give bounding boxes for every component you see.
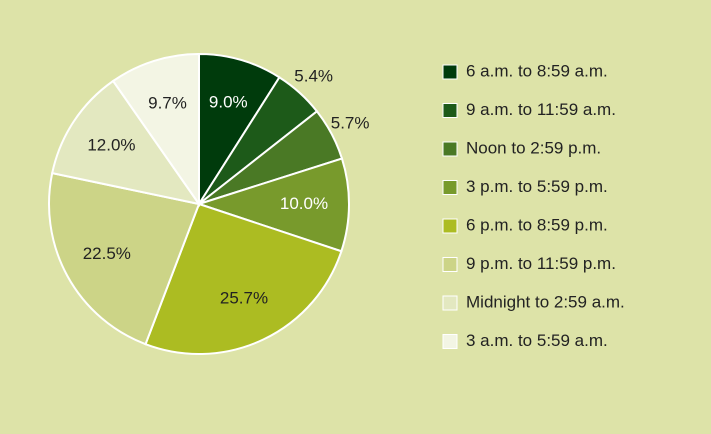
legend-swatch	[442, 103, 458, 118]
pie-slice	[48, 171, 201, 346]
legend-swatch	[442, 295, 458, 311]
legend-label: 3 p.m. to 5:59 p.m.	[466, 177, 608, 196]
legend-label: 3 a.m. to 5:59 a.m.	[466, 331, 608, 350]
legend-swatch	[442, 218, 458, 234]
legend-label: 6 a.m. to 8:59 a.m.	[466, 61, 608, 80]
legend-label: Noon to 2:59 p.m.	[466, 138, 601, 157]
data-label: 5.4%	[294, 67, 333, 86]
legend-swatch	[442, 64, 458, 80]
legend-label: 9 a.m. to 11:59 a.m.	[466, 100, 616, 119]
legend-swatch	[442, 257, 458, 272]
legend-label: Midnight to 2:59 a.m.	[466, 292, 625, 311]
pie-slice	[51, 79, 202, 206]
legend-swatch	[442, 334, 458, 349]
pie-slice	[195, 157, 350, 253]
pie-slice	[144, 202, 343, 355]
data-label: 5.7%	[331, 113, 370, 132]
pie-slice	[198, 52, 281, 208]
data-label: 9.7%	[148, 93, 187, 112]
data-label: 12.0%	[87, 136, 135, 155]
legend-swatch	[442, 141, 458, 157]
data-label: 9.0%	[209, 93, 248, 112]
legend-swatch	[442, 180, 458, 195]
legend-label: 6 p.m. to 8:59 p.m.	[466, 215, 608, 234]
data-label: 25.7%	[220, 288, 268, 307]
data-label: 10.0%	[280, 194, 328, 213]
pie-slice	[111, 52, 200, 208]
legend-label: 9 p.m. to 11:59 p.m.	[466, 254, 616, 273]
data-label: 22.5%	[83, 244, 131, 263]
